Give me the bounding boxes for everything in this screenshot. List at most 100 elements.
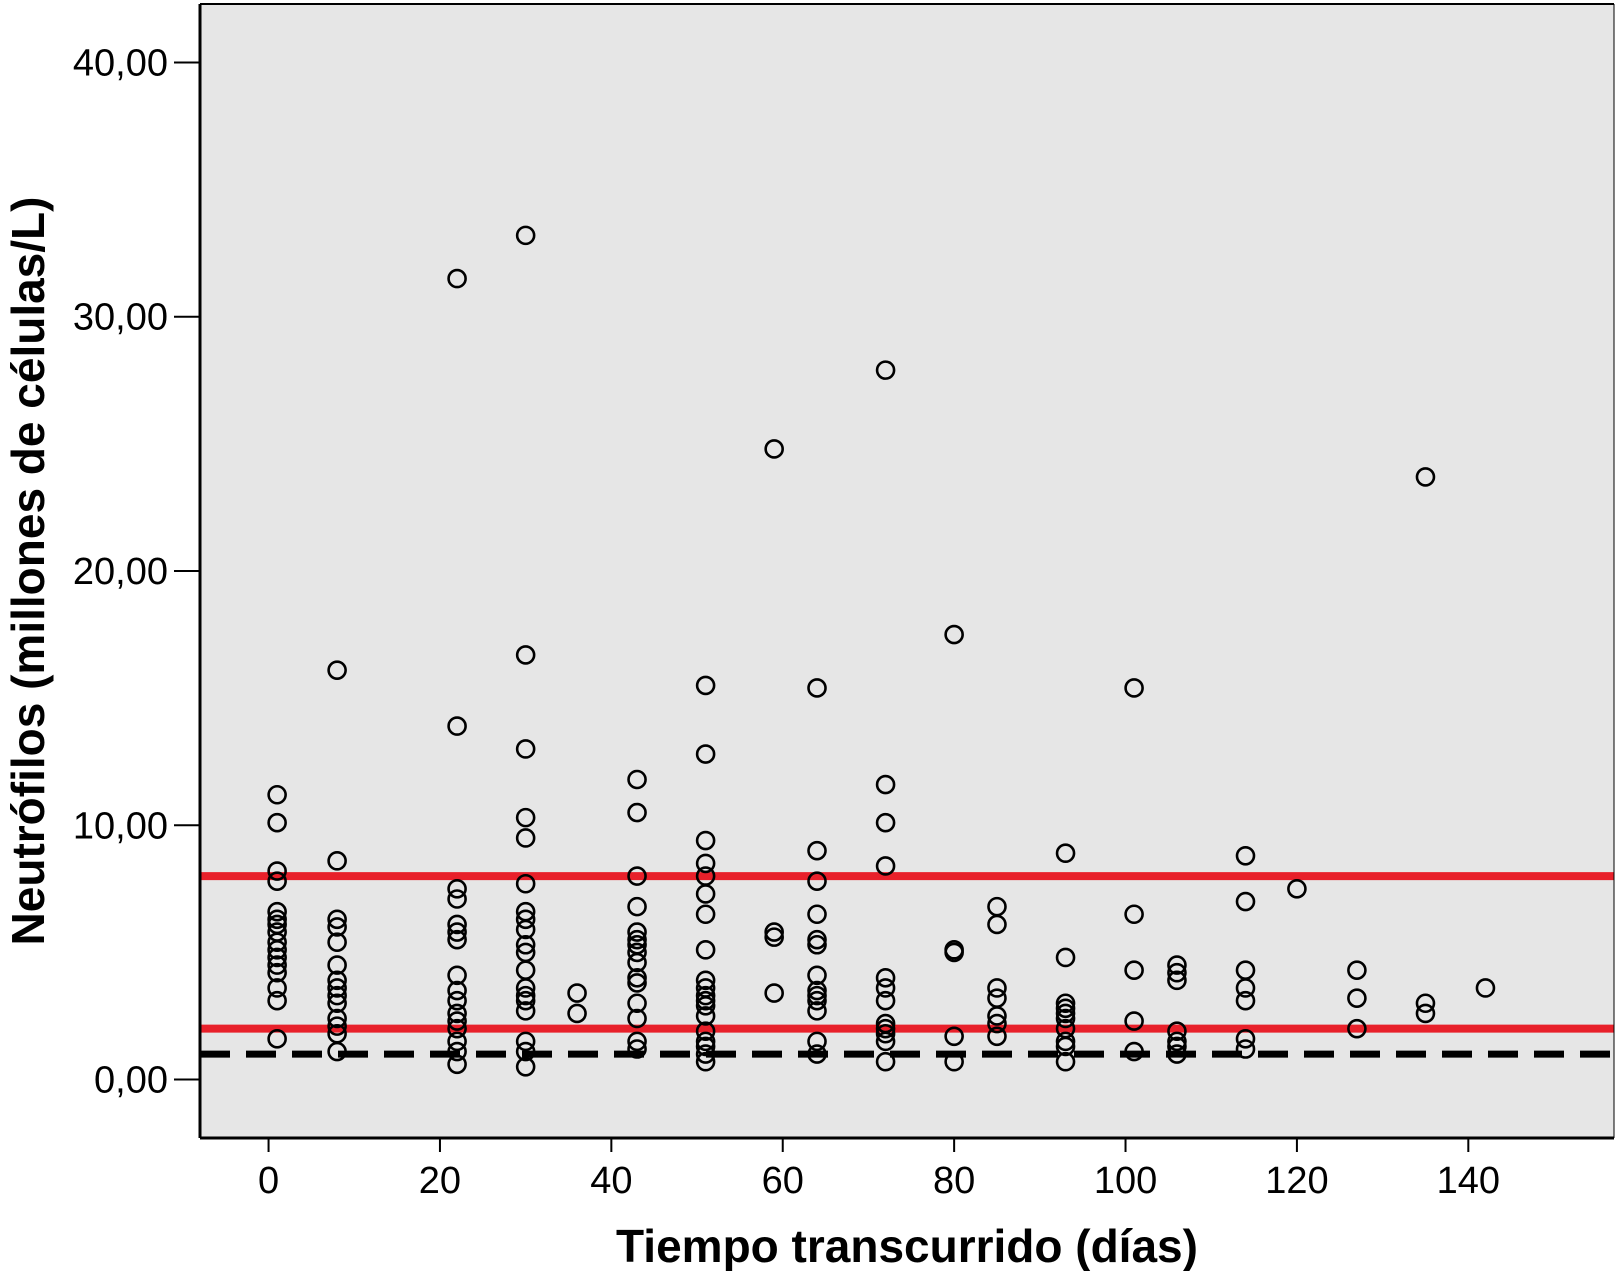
data-point: [515, 828, 536, 848]
data-point: [1124, 678, 1144, 698]
data-point: [327, 993, 347, 1014]
data-point: [1167, 1036, 1187, 1057]
data-point: [1124, 960, 1144, 980]
data-point: [267, 947, 287, 968]
data-point: [515, 990, 536, 1011]
data-point: [764, 922, 784, 942]
data-point: [944, 624, 964, 645]
data-point: [807, 1031, 827, 1052]
data-point: [447, 965, 467, 986]
data-point: [327, 660, 347, 680]
data-point: [267, 901, 287, 922]
data-point: [695, 1031, 716, 1052]
x-tick-label: 100: [1094, 1160, 1157, 1202]
data-point: [567, 1003, 587, 1024]
data-point: [1055, 998, 1076, 1019]
data-point: [627, 922, 647, 942]
data-point: [627, 866, 647, 886]
data-point: [327, 1008, 347, 1029]
data-point: [267, 955, 287, 975]
data-point: [1055, 1031, 1076, 1052]
data-point: [944, 1051, 964, 1072]
data-point: [807, 1001, 827, 1021]
data-point: [267, 784, 287, 805]
data-point: [695, 744, 716, 764]
data-point: [627, 802, 647, 823]
data-point: [807, 1044, 827, 1064]
data-point: [327, 985, 347, 1006]
data-point: [267, 1029, 287, 1049]
y-tick-label: 40,00: [73, 42, 168, 84]
data-point: [267, 909, 287, 930]
data-point: [807, 840, 827, 861]
data-point: [875, 1031, 896, 1052]
data-point: [695, 940, 716, 960]
data-point: [807, 934, 827, 955]
x-tick-label: 80: [933, 1160, 975, 1202]
y-tick-label: 20,00: [73, 551, 168, 593]
data-point: [987, 914, 1007, 935]
data-point: [447, 1018, 467, 1039]
data-point: [695, 830, 716, 851]
x-axis-ticks: 0 20 40 60 80 100 120 140: [258, 1138, 1500, 1202]
data-point: [1055, 1051, 1076, 1072]
data-point: [267, 861, 287, 881]
data-point: [1235, 990, 1256, 1011]
data-points: [267, 225, 1496, 1077]
data-point: [447, 1003, 467, 1024]
data-point: [1235, 891, 1256, 912]
data-point: [515, 1057, 536, 1077]
data-point: [1055, 947, 1076, 968]
data-point: [1235, 1029, 1256, 1049]
data-point: [447, 1054, 467, 1075]
x-tick-label: 20: [419, 1160, 461, 1202]
data-point: [327, 978, 347, 998]
data-point: [627, 993, 647, 1014]
data-point: [1347, 988, 1367, 1008]
data-point: [567, 983, 587, 1003]
data-point: [875, 360, 896, 380]
data-point: [627, 968, 647, 988]
data-point: [764, 927, 784, 947]
data-point: [515, 873, 536, 894]
data-point: [447, 716, 467, 736]
y-tick-label: 10,00: [73, 805, 168, 847]
data-point: [807, 929, 827, 950]
data-point: [695, 1036, 716, 1057]
y-tick-label: 0,00: [94, 1060, 168, 1102]
data-point: [447, 1031, 467, 1052]
data-point: [447, 889, 467, 909]
data-point: [515, 645, 536, 665]
data-point: [987, 1013, 1007, 1034]
data-point: [695, 675, 716, 696]
data-point: [695, 990, 716, 1011]
data-point: [447, 268, 467, 289]
data-point: [447, 1041, 467, 1062]
data-point: [1055, 843, 1076, 864]
data-point: [267, 990, 287, 1011]
data-point: [1055, 1003, 1076, 1024]
data-point: [1055, 1036, 1076, 1057]
data-point: [875, 774, 896, 795]
data-point: [875, 856, 896, 876]
x-axis-title: Tiempo transcurrido (días): [616, 1220, 1198, 1271]
data-point: [1235, 1039, 1256, 1059]
data-point: [695, 1044, 716, 1064]
data-point: [447, 990, 467, 1011]
data-point: [987, 978, 1007, 998]
x-tick-label: 120: [1265, 1160, 1328, 1202]
data-point: [695, 884, 716, 904]
data-point: [695, 904, 716, 925]
data-point: [695, 970, 716, 991]
data-point: [807, 904, 827, 925]
data-point: [515, 985, 536, 1006]
data-point: [627, 1031, 647, 1052]
data-point: [515, 978, 536, 998]
data-point: [627, 973, 647, 993]
data-point: [267, 871, 287, 891]
data-point: [267, 812, 287, 833]
data-point: [1235, 845, 1256, 866]
x-tick-label: 140: [1437, 1160, 1500, 1202]
data-point: [327, 851, 347, 871]
data-point: [875, 978, 896, 998]
